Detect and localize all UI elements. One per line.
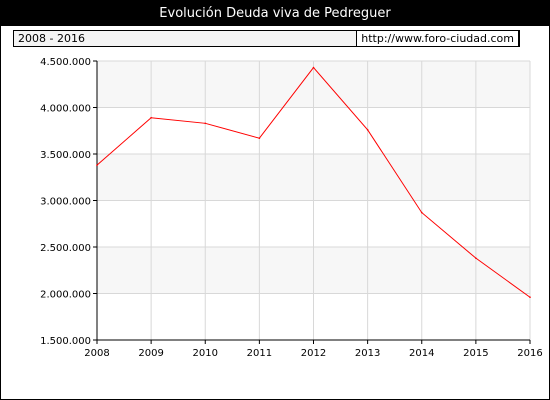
y-tick-label: 4.500.000: [40, 57, 91, 68]
y-tick-label: 4.000.000: [40, 104, 91, 115]
y-tick-label: 2.000.000: [40, 290, 91, 301]
y-tick-label: 1.500.000: [40, 336, 91, 347]
x-tick-label: 2008: [84, 348, 109, 359]
x-tick-label: 2010: [193, 348, 218, 359]
data-point: [312, 66, 315, 69]
data-point: [150, 116, 152, 119]
site-link[interactable]: http://www.foro-ciudad.com: [356, 30, 519, 47]
data-point: [258, 137, 261, 139]
y-tick-label: 3.500.000: [40, 150, 91, 161]
x-tick-label: 2012: [301, 348, 326, 359]
data-point: [204, 122, 207, 125]
x-tick-label: 2014: [409, 348, 434, 359]
data-point: [420, 211, 423, 214]
period-label: 2008 - 2016: [18, 32, 85, 45]
chart-title: Evolución Deuda viva de Pedreguer: [159, 6, 391, 21]
data-point: [96, 164, 98, 166]
data-point: [366, 129, 369, 131]
x-tick-label: 2016: [517, 348, 542, 359]
info-bar: 2008 - 2016 http://www.foro-ciudad.com: [13, 30, 520, 47]
x-tick-label: 2015: [463, 348, 488, 359]
x-tick-label: 2009: [138, 348, 163, 359]
title-bar: Evolución Deuda viva de Pedreguer: [1, 1, 549, 26]
x-tick-label: 2013: [355, 348, 380, 359]
y-tick-label: 3.000.000: [40, 197, 91, 208]
data-point: [529, 296, 531, 299]
y-tick-label: 2.500.000: [40, 243, 91, 254]
x-tick-label: 2011: [247, 348, 272, 359]
data-point: [475, 257, 477, 259]
